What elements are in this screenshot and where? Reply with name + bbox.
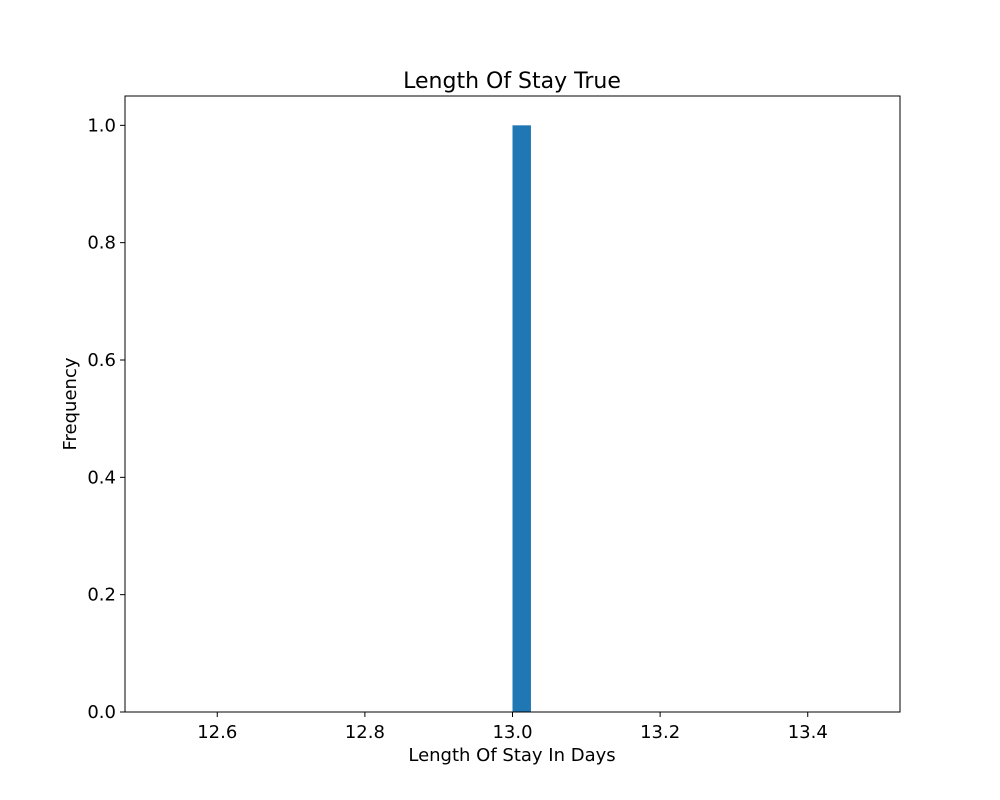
y-tick-label-3: 0.6	[87, 350, 116, 371]
y-tick-label-2: 0.4	[87, 467, 116, 488]
x-axis-label: Length Of Stay In Days	[408, 745, 615, 766]
x-tick-label-4: 13.4	[788, 722, 828, 743]
y-tick-label-0: 0.0	[87, 702, 116, 723]
chart-title: Length Of Stay True	[403, 69, 621, 94]
x-axis-ticks: 12.6 12.8 13.0 13.2 13.4	[197, 712, 828, 743]
y-axis-label: Frequency	[60, 357, 81, 450]
x-tick-label-1: 12.8	[345, 722, 385, 743]
bars-group	[512, 125, 531, 713]
x-tick-label-0: 12.6	[197, 722, 237, 743]
y-axis-ticks: 0.0 0.2 0.4 0.6 0.8 1.0	[87, 115, 125, 723]
y-tick-label-4: 0.8	[87, 233, 116, 254]
plot-frame	[124, 95, 901, 713]
x-tick-label-3: 13.2	[640, 722, 680, 743]
y-tick-label-5: 1.0	[87, 115, 116, 136]
histogram-bar-0	[512, 125, 531, 713]
x-tick-label-2: 13.0	[492, 722, 532, 743]
y-tick-label-1: 0.2	[87, 585, 116, 606]
